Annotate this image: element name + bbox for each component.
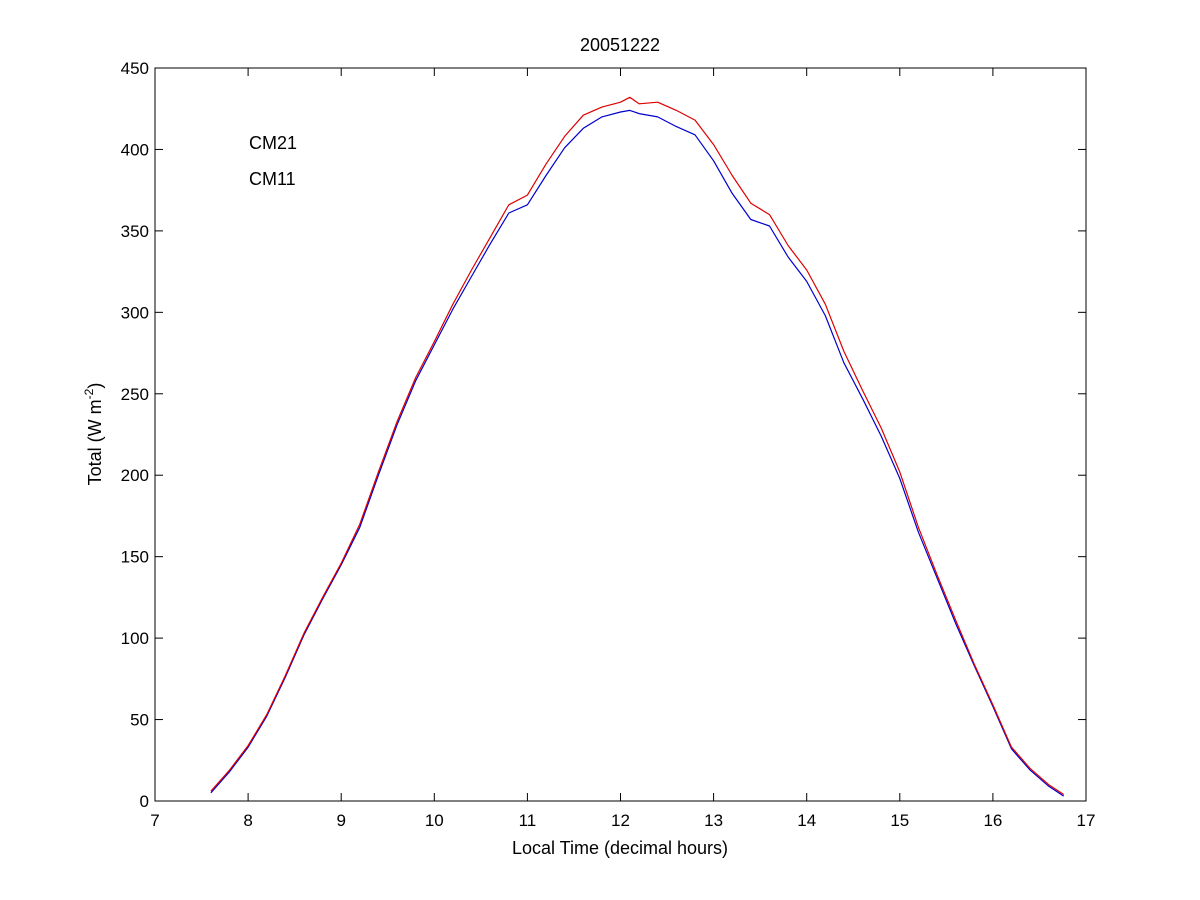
x-tick-label: 11 [519, 811, 537, 830]
y-tick-label: 200 [121, 466, 149, 485]
x-tick-label: 16 [983, 811, 1002, 830]
x-tick-label: 9 [336, 811, 345, 830]
x-tick-label: 12 [611, 811, 630, 830]
x-tick-label: 17 [1077, 811, 1096, 830]
y-axis: 0 50 100 150 200 250 300 350 400 450 [121, 59, 1086, 811]
y-axis-title-suffix: ) [85, 383, 105, 389]
y-tick-label: 150 [121, 548, 149, 567]
y-tick-label: 300 [121, 303, 149, 322]
y-tick-label: 400 [121, 140, 149, 159]
y-tick-label: 100 [121, 629, 149, 648]
x-axis: 7 8 9 10 11 12 13 14 15 16 17 [150, 68, 1095, 830]
series-line-cm11 [210, 96, 1065, 796]
series-line-cm21 [210, 109, 1065, 797]
x-axis-title: Local Time (decimal hours) [512, 838, 728, 858]
plot-area [154, 67, 1087, 802]
x-tick-label: 7 [150, 811, 159, 830]
x-tick-label: 13 [704, 811, 723, 830]
series-layer [210, 96, 1065, 797]
chart-title: 20051222 [580, 35, 660, 55]
x-tick-label: 8 [243, 811, 252, 830]
x-tick-label: 10 [425, 811, 444, 830]
x-tick-label: 14 [797, 811, 816, 830]
y-tick-label: 50 [130, 711, 149, 730]
legend-label-cm21: CM21 [249, 133, 297, 153]
y-axis-title: Total (W m-2) [82, 383, 105, 486]
y-tick-label: 350 [121, 222, 149, 241]
y-axis-title-main: Total (W m [85, 399, 105, 485]
y-tick-label: 250 [121, 385, 149, 404]
y-tick-label: 450 [121, 59, 149, 78]
legend: CM21 CM11 [249, 133, 297, 189]
y-axis-title-superscript: -2 [82, 388, 96, 399]
y-tick-label: 0 [140, 792, 149, 811]
x-tick-label: 15 [890, 811, 909, 830]
legend-label-cm11: CM11 [249, 169, 296, 189]
